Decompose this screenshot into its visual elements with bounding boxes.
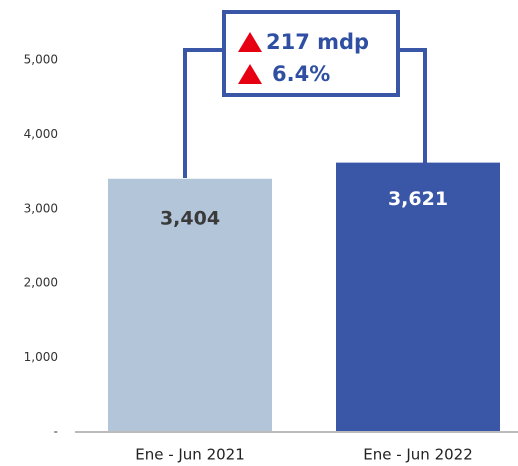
bar xyxy=(108,178,272,432)
bar xyxy=(336,162,500,432)
annotation: 217 mdp xyxy=(266,30,369,54)
y-tick-label: 3,000 xyxy=(24,201,58,215)
bracket-left xyxy=(183,48,222,178)
value-label: 3,404 xyxy=(160,207,220,229)
y-tick-label: 5,000 xyxy=(24,53,58,67)
value-label: 3,621 xyxy=(388,188,448,210)
y-tick-label: - xyxy=(54,425,58,439)
bracket-right xyxy=(398,48,427,163)
x-tick-label: Ene - Jun 2022 xyxy=(363,446,473,464)
y-tick-label: 4,000 xyxy=(24,127,58,141)
y-tick-label: 2,000 xyxy=(24,276,58,290)
y-tick-label: 1,000 xyxy=(24,350,58,364)
annotation: 6.4% xyxy=(272,62,330,86)
up-triangle xyxy=(238,32,262,52)
up-triangle xyxy=(238,64,262,84)
x-tick-label: Ene - Jun 2021 xyxy=(135,446,245,464)
